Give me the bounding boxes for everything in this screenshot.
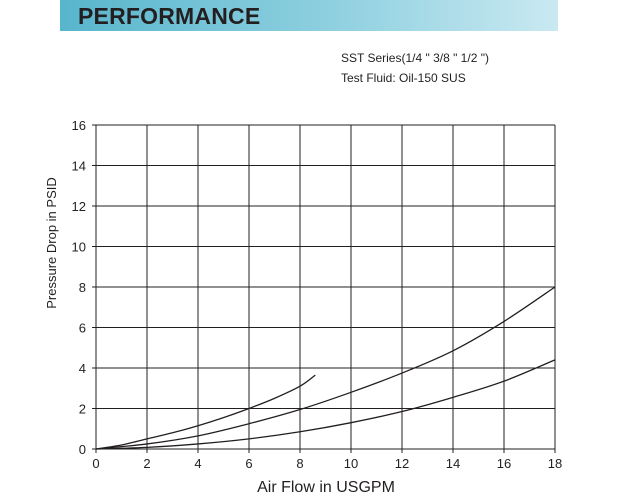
x-tick-label: 12 <box>395 456 409 471</box>
chart-subtitle-fluid: Test Fluid: Oil-150 SUS <box>341 71 466 85</box>
y-tick-labels: 0 2 4 6 8 10 12 14 16 <box>72 118 86 457</box>
x-tick-label: 6 <box>245 456 252 471</box>
header-banner: PERFORMANCE <box>60 0 558 31</box>
chart-grid <box>92 124 556 453</box>
x-tick-label: 0 <box>92 456 99 471</box>
x-tick-label: 10 <box>344 456 358 471</box>
y-tick-label: 6 <box>79 321 86 336</box>
y-tick-label: 4 <box>79 361 86 376</box>
chart-curves <box>95 286 556 450</box>
x-tick-labels: 0 2 4 6 8 10 12 14 16 18 <box>92 456 562 471</box>
y-axis-label: Pressure Drop in PSID <box>44 177 59 309</box>
series-line-3 <box>95 359 556 450</box>
x-tick-label: 16 <box>497 456 511 471</box>
x-tick-label: 4 <box>194 456 201 471</box>
y-tick-label: 12 <box>72 199 86 214</box>
series-line-1 <box>95 374 316 450</box>
y-tick-label: 8 <box>79 280 86 295</box>
y-tick-label: 2 <box>79 402 86 417</box>
series-line-2 <box>95 286 556 450</box>
x-tick-label: 2 <box>143 456 150 471</box>
x-tick-label: 8 <box>296 456 303 471</box>
y-tick-label: 0 <box>79 442 86 457</box>
y-tick-label: 14 <box>72 159 86 174</box>
x-tick-label: 14 <box>446 456 460 471</box>
y-tick-label: 16 <box>72 118 86 133</box>
x-axis-label: Air Flow in USGPM <box>257 479 395 496</box>
chart-subtitle-series: SST Series(1/4 " 3/8 " 1/2 ") <box>341 51 489 65</box>
x-tick-label: 18 <box>548 456 562 471</box>
y-tick-label: 10 <box>72 240 86 255</box>
page-title: PERFORMANCE <box>78 3 261 29</box>
